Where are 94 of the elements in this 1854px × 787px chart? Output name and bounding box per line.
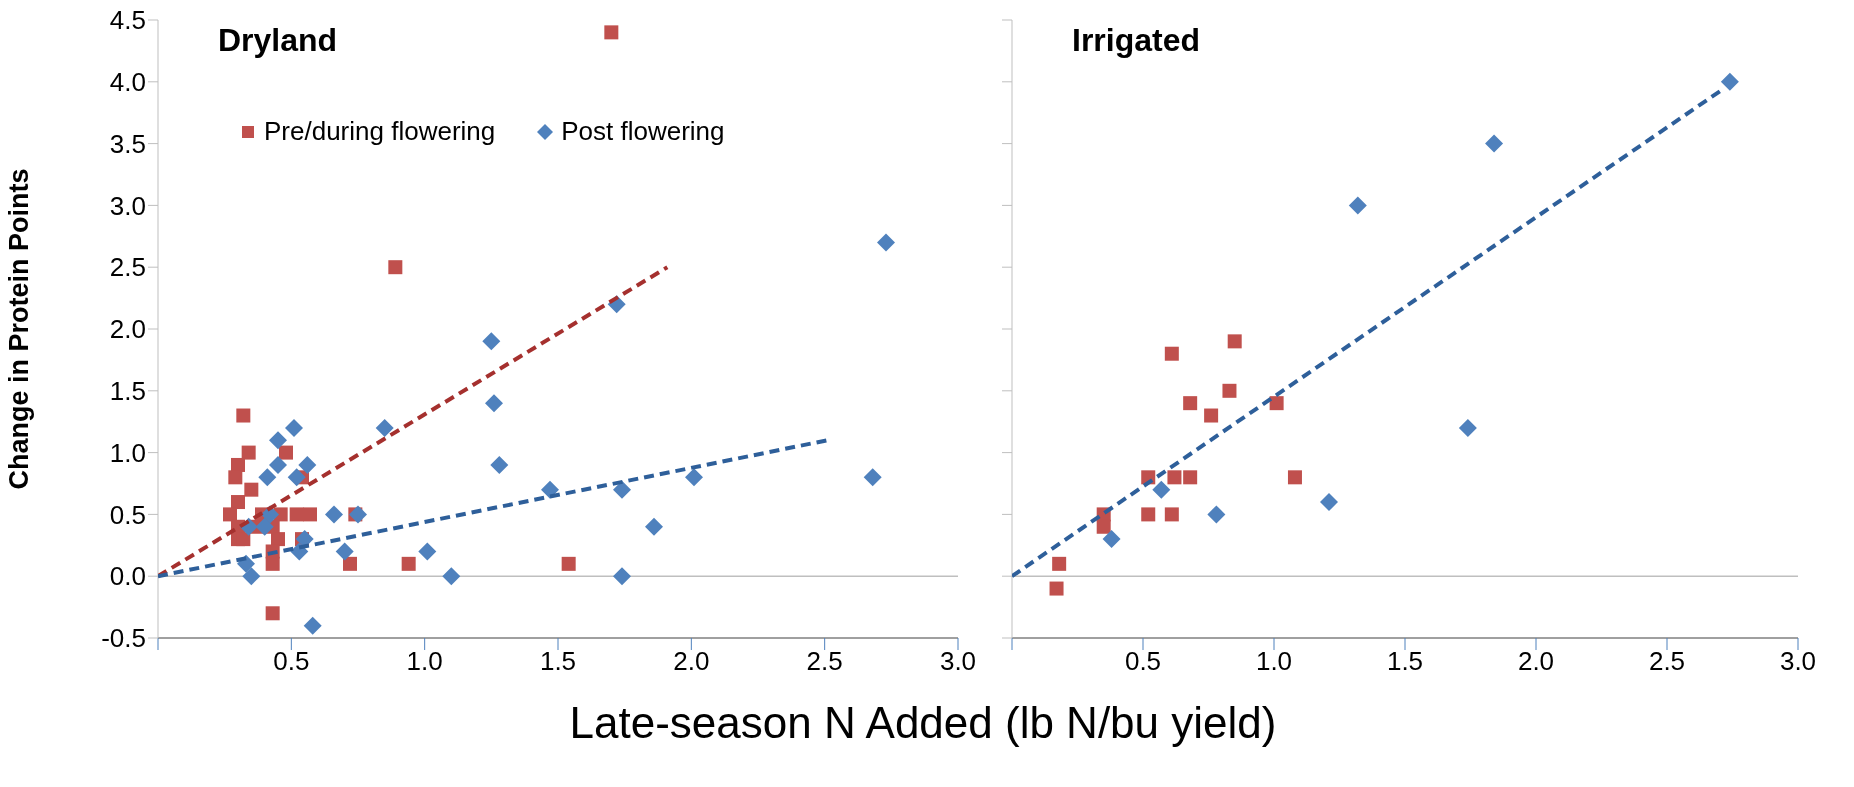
point [343, 556, 357, 571]
y-tick-label: -0.5 [101, 623, 146, 654]
point [349, 505, 367, 524]
y-tick-label: 1.5 [109, 376, 146, 407]
point [482, 332, 501, 351]
x-tick-label: 0.5 [273, 646, 310, 677]
y-tick-label: 0.0 [109, 561, 146, 592]
point [244, 482, 259, 497]
point [1222, 383, 1237, 398]
point [269, 455, 287, 474]
point [265, 556, 280, 571]
y-tick-label: 3.0 [109, 190, 146, 221]
point [1207, 505, 1226, 524]
x-tick-label: 0.5 [1124, 646, 1162, 677]
point [1720, 72, 1739, 91]
point [269, 431, 287, 450]
point [236, 408, 251, 423]
point [231, 495, 245, 510]
y-tick-label: 1.0 [109, 437, 146, 468]
point [1183, 396, 1198, 411]
x-tick-label: 1.0 [1255, 646, 1293, 677]
point [613, 567, 631, 586]
point [1485, 134, 1504, 153]
point [375, 418, 394, 437]
point [289, 507, 304, 522]
y-axis-title: Change in Protein Points [3, 168, 34, 490]
point [1152, 480, 1171, 499]
chart-title: Irrigated [1072, 22, 1201, 59]
x-axis-title: Late-season N Added (lb N/bu yield) [568, 698, 1278, 748]
point [287, 468, 306, 487]
point [645, 517, 663, 536]
x-tick-label: 3.0 [1779, 646, 1817, 677]
point [265, 606, 280, 621]
point [401, 556, 416, 571]
point [1458, 418, 1477, 437]
point [298, 455, 317, 474]
point [335, 542, 354, 561]
point [1183, 470, 1198, 485]
point [241, 445, 256, 460]
point [1049, 581, 1064, 596]
point [1096, 519, 1111, 534]
point [418, 542, 437, 561]
point [1204, 408, 1219, 423]
x-tick-label: 2.0 [673, 646, 710, 677]
legend-label: Post flowering [561, 116, 725, 147]
point [485, 394, 503, 413]
point [1164, 507, 1179, 522]
x-tick-label: 2.0 [1517, 646, 1555, 677]
point [303, 507, 317, 522]
point [863, 468, 882, 487]
point [242, 567, 261, 586]
y-tick-label: 4.5 [109, 5, 146, 36]
point [271, 532, 285, 547]
chart-title: Dryland [218, 22, 338, 59]
point [1348, 196, 1367, 215]
point [1141, 507, 1156, 522]
point [258, 468, 277, 487]
point [325, 505, 343, 524]
point [1164, 346, 1179, 361]
x-tick-label: 1.0 [406, 646, 443, 677]
point [1287, 470, 1302, 485]
point [685, 468, 703, 487]
point [236, 532, 251, 547]
y-tick-label: 0.5 [109, 499, 146, 530]
point [285, 418, 303, 437]
point [1269, 396, 1284, 411]
x-tick-label: 2.5 [806, 646, 843, 677]
x-tick-label: 1.5 [1386, 646, 1424, 677]
point [1227, 334, 1242, 349]
point [1102, 530, 1121, 549]
point [303, 616, 322, 635]
legend-label: Pre/during flowering [264, 116, 496, 147]
x-tick-label: 2.5 [1648, 646, 1686, 677]
point [255, 517, 274, 536]
x-tick-label: 3.0 [939, 646, 977, 677]
point [541, 480, 559, 499]
y-tick-label: 3.5 [109, 128, 146, 159]
x-tick-label: 1.5 [539, 646, 577, 677]
point [228, 470, 243, 485]
point [388, 260, 403, 275]
point [877, 233, 895, 252]
point [223, 507, 237, 522]
point [1320, 493, 1339, 512]
point [442, 567, 461, 586]
point [613, 480, 631, 499]
y-tick-label: 4.0 [109, 67, 146, 98]
point [561, 556, 576, 571]
y-tick-label: 2.0 [109, 314, 146, 345]
point [279, 445, 293, 460]
point [1052, 556, 1067, 571]
point [604, 25, 619, 40]
point [490, 455, 509, 474]
point [1167, 470, 1182, 485]
y-tick-label: 2.5 [109, 252, 146, 283]
